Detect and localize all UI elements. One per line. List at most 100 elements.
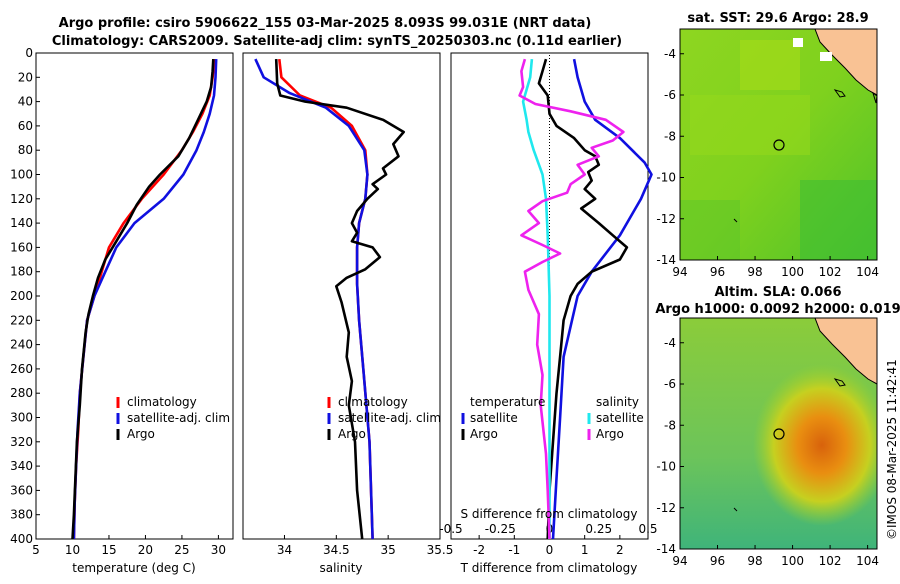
y-tick-label: 340 [10,459,33,473]
x-tick-label: 15 [101,543,116,557]
y-tick-label: 220 [10,313,33,327]
x-tick-label: 34.5 [323,543,350,557]
y-tick-label: 160 [10,240,33,254]
salinity-xlabel: salinity [319,561,362,575]
sst-map-title: sat. SST: 29.6 Argo: 28.9 [687,11,868,26]
sst-patch [690,95,810,155]
y-tick-label: 80 [18,143,33,157]
island [733,507,738,512]
map-x-tick-label: 94 [672,554,687,568]
sst-nodata [793,38,803,47]
legend-title-temperature: temperature [470,395,545,409]
difference-legend: temperature salinity satellite Argo sate… [461,395,644,441]
x-tick-label: 25 [174,543,189,557]
map-y-tick-label: -10 [656,171,676,185]
legend-label-climatology: climatology [338,395,408,409]
map-y-tick-label: -12 [656,212,676,226]
sla-map-title-line1: Altim. SLA: 0.066 [715,285,842,300]
map-y-tick-label: -12 [656,501,676,515]
island [733,218,738,223]
temperature-legend: climatology satellite-adj. clim Argo [116,395,230,441]
sst-patch [680,200,740,260]
x-tick-label: 2 [616,543,624,557]
x-tick-label: 1 [581,543,589,557]
y-tick-label: 0 [25,46,33,60]
legend-label-t-satellite: satellite [470,411,518,425]
x-tick-label: 35.5 [427,543,454,557]
y-tick-label: 260 [10,362,33,376]
map-x-tick-label: 102 [819,554,842,568]
land-sumatra [814,318,877,385]
x-tick-label: 35 [381,543,396,557]
map-x-tick-label: 100 [781,265,804,279]
map-x-tick-label: 96 [710,554,725,568]
map-x-tick-label: 104 [856,554,879,568]
s-tick-label: 0.5 [638,522,657,536]
salinity-axes-box [242,52,441,540]
y-tick-label: 280 [10,386,33,400]
s-tick-label: 0.25 [585,522,612,536]
x-tick-label: 20 [138,543,153,557]
map-y-tick-label: -6 [664,88,676,102]
map-y-tick-label: -14 [656,253,676,267]
y-tick-label: 300 [10,411,33,425]
temperature-axes-box [35,52,234,540]
legend-label-satellite-clim: satellite-adj. clim [338,411,441,425]
legend-label-t-argo: Argo [470,427,498,441]
map-x-tick-label: 100 [781,554,804,568]
map-y-tick-label: -8 [664,129,676,143]
series-line-s-argo [518,58,625,540]
map-y-tick-label: -10 [656,460,676,474]
x-tick-label: -1 [508,543,520,557]
figure-title-line1: Argo profile: csiro 5906622_155 03-Mar-2… [59,16,592,31]
island [833,378,846,387]
y-tick-label: 20 [18,70,33,84]
legend-title-salinity: salinity [596,395,639,409]
argo-location-marker [773,139,785,151]
sla-map-frame [679,317,878,550]
map-x-tick-label: 102 [819,265,842,279]
series-line-argo [71,59,215,540]
sst-map-frame [679,28,878,261]
x-tick-label: 0 [546,543,554,557]
land-sumatra [814,29,877,96]
legend-label-argo: Argo [338,427,366,441]
legend-label-climatology: climatology [127,395,197,409]
legend-label-s-satellite: satellite [596,411,644,425]
y-tick-label: 200 [10,289,33,303]
y-tick-label: 60 [18,119,33,133]
figure-title-line2: Climatology: CARS2009. Satellite-adj cli… [52,34,622,49]
y-tick-label: 240 [10,338,33,352]
y-tick-label: 100 [10,168,33,182]
x-tick-label: 34 [277,543,292,557]
map-x-tick-label: 96 [710,265,725,279]
y-tick-label: 180 [10,265,33,279]
y-tick-label: 320 [10,435,33,449]
series-line-satellite-adj-clim [254,58,374,540]
salinity-panel: 34 34.5 35 35.5 climatology satellite-adj. … [242,52,454,575]
island [833,89,846,98]
argo-location-marker [773,428,785,440]
map-y-tick-label: -14 [656,542,676,556]
x-tick-label: 5 [32,543,40,557]
legend-label-s-argo: Argo [596,427,624,441]
map-y-tick-label: -8 [664,418,676,432]
x-tick-label: 30 [211,543,226,557]
y-tick-label: 400 [10,532,33,546]
x-tick-label: -2 [473,543,485,557]
legend-label-satellite-clim: satellite-adj. clim [127,411,230,425]
sla-map-title-line2: Argo h1000: 0.0092 h2000: 0.019 [655,302,900,317]
map-y-tick-label: -6 [664,377,676,391]
map-x-tick-label: 94 [672,265,687,279]
map-x-tick-label: 98 [747,265,762,279]
sst-patch [800,180,877,260]
s-tick-label: -0.5 [439,522,462,536]
series-line-satellite-adj-clim [72,59,218,540]
map-x-tick-label: 104 [856,265,879,279]
sst-nodata [820,52,832,61]
sla-map: Altim. SLA: 0.066 Argo h1000: 0.0092 h20… [655,285,900,568]
salinity-legend: climatology satellite-adj. clim Argo [327,395,441,441]
temperature-panel: 0 20 40 60 80 100 120 140 160 180 200 220 240 260 280 3… [10,46,234,575]
